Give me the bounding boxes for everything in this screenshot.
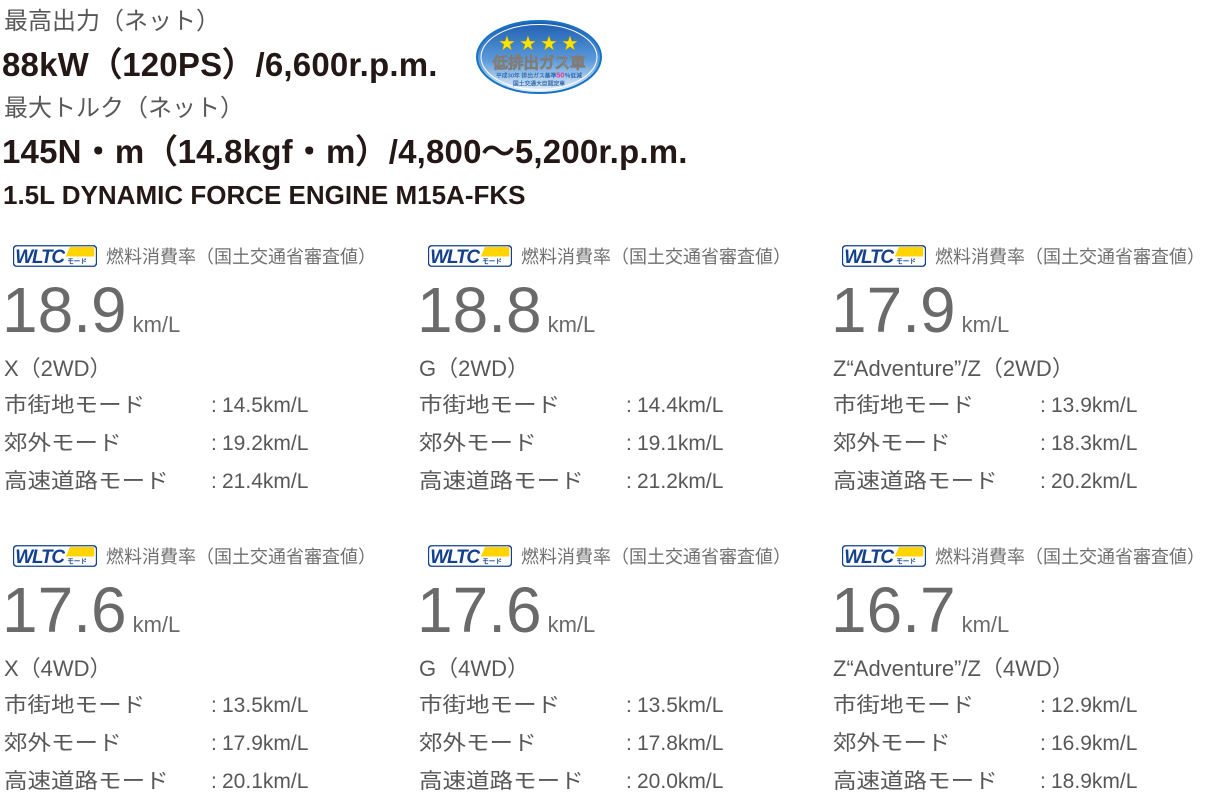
svg-text:低排出ガス車: 低排出ガス車 [491,53,586,72]
svg-text:国土交通大臣認定車: 国土交通大臣認定車 [513,80,565,88]
svg-text:★: ★ [498,33,516,55]
svg-text:★: ★ [540,33,558,55]
svg-text:★: ★ [561,33,579,55]
svg-text:★: ★ [519,33,537,55]
